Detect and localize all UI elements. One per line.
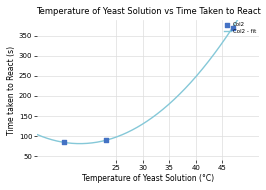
Col2 - fit — [176, 95, 179, 98]
Col2 — [61, 141, 66, 144]
Y-axis label: Time taken to React (s): Time taken to React (s) — [7, 45, 16, 135]
Col2 — [231, 26, 235, 29]
X-axis label: Temperature of Yeast Solution (°C): Temperature of Yeast Solution (°C) — [82, 174, 214, 183]
Col2 - fit — [124, 132, 127, 134]
Col2 - fit — [62, 141, 65, 143]
Col2 — [104, 139, 108, 142]
Col2 - fit — [35, 133, 39, 136]
Col2 - fit — [78, 142, 81, 145]
Legend: Col2, Col2 - fit: Col2, Col2 - fit — [224, 22, 256, 34]
Line: Col2 - fit: Col2 - fit — [37, 0, 259, 144]
Col2 - fit — [196, 73, 200, 75]
Col2 - fit — [197, 72, 201, 74]
Title: Temperature of Yeast Solution vs Time Taken to React: Temperature of Yeast Solution vs Time Ta… — [36, 7, 260, 16]
Col2 - fit — [108, 138, 111, 140]
